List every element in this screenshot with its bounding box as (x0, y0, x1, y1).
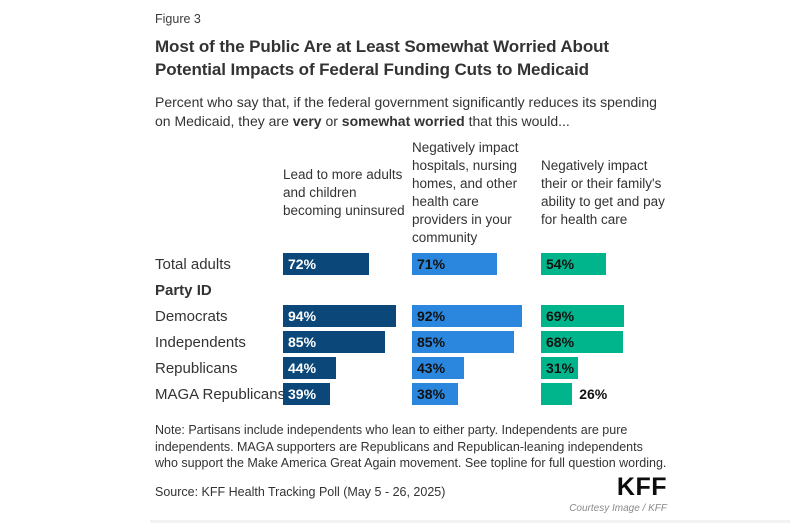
subtitle-text: that this would... (464, 113, 570, 129)
bar-cell: 38% (412, 383, 541, 405)
data-row: Democrats 94% 92% 69% (155, 303, 667, 329)
data-row: MAGA Republicans 39% 38% 26% (155, 381, 667, 407)
bar-cell: 39% (283, 383, 412, 405)
bar-value-label: 26% (579, 386, 608, 402)
bar-cell: 72% (283, 253, 412, 275)
bar-value-label: 43% (417, 360, 446, 376)
subtitle-emphasis: somewhat worried (341, 113, 465, 129)
chart-title: Most of the Public Are at Least Somewhat… (155, 37, 609, 79)
row-label: Republicans (155, 359, 238, 377)
bar: 38% (412, 383, 458, 405)
bar: 54% (541, 253, 606, 275)
bar-cell: 68% (541, 331, 670, 353)
bar-value-label: 44% (288, 360, 317, 376)
data-row: Independents 85% 85% 68% (155, 329, 667, 355)
bar-value-label: 71% (417, 256, 446, 272)
bar-value-label: 85% (417, 334, 446, 350)
bar-cell: 71% (412, 253, 541, 275)
bar: 92% (412, 305, 523, 327)
courtesy-credit: Courtesy Image / KFF (569, 502, 667, 514)
bar-cell: 31% (541, 357, 670, 379)
kff-logo: KFF (616, 472, 667, 501)
footnote: Note: Partisans include independents who… (155, 423, 667, 470)
bar-value-label: 85% (288, 334, 317, 350)
bar-value-label: 68% (546, 334, 575, 350)
bar: 69% (541, 305, 624, 327)
column-header-2: Negatively impact hospitals, nursing hom… (412, 140, 519, 245)
source-text: Source: KFF Health Tracking Poll (May 5 … (155, 484, 446, 499)
bar: 94% (283, 305, 396, 327)
column-header-3: Negatively impact their or their family'… (541, 158, 665, 227)
bar-cell: 44% (283, 357, 412, 379)
bar-value-label: 92% (417, 308, 446, 324)
figure-content: Figure 3 Most of the Public Are at Least… (155, 12, 667, 514)
bar: 85% (283, 331, 385, 353)
row-label: Total adults (155, 255, 231, 273)
source-row: Source: KFF Health Tracking Poll (May 5 … (155, 472, 667, 501)
bar-value-label: 69% (546, 308, 575, 324)
row-label: Democrats (155, 307, 228, 325)
bar-cell: 69% (541, 305, 670, 327)
bar: 85% (412, 331, 514, 353)
bar-cell: 92% (412, 305, 541, 327)
bar: 44% (283, 357, 336, 379)
bar-cell: 26% (541, 383, 670, 405)
bar: 31% (541, 357, 579, 379)
column-header-row: Lead to more adults and children becomin… (155, 139, 667, 247)
figure-number: Figure 3 (155, 12, 201, 26)
page-edge-strip (150, 520, 790, 523)
bar: 43% (412, 357, 464, 379)
bar-value-label: 39% (288, 386, 317, 402)
bar-value-label: 31% (546, 360, 575, 376)
bar-value-label: 94% (288, 308, 317, 324)
section-label: Party ID (155, 281, 212, 299)
bar: 39% (283, 383, 330, 405)
bar-cell: 54% (541, 253, 670, 275)
subtitle-emphasis: very (292, 113, 322, 129)
bar (541, 383, 573, 405)
section-row: Party ID (155, 277, 667, 303)
bar-cell: 85% (283, 331, 412, 353)
bar: 72% (283, 253, 370, 275)
data-row: Total adults 72% 71% 54% (155, 251, 667, 277)
bar-cell: 43% (412, 357, 541, 379)
subtitle-text: Percent who say that, if the federal gov… (155, 94, 657, 129)
data-row: Republicans 44% 43% 31% (155, 355, 667, 381)
chart-subtitle: Percent who say that, if the federal gov… (155, 93, 667, 131)
row-label: MAGA Republicans (155, 385, 286, 403)
row-label: Independents (155, 333, 246, 351)
bar-value-label: 72% (288, 256, 317, 272)
bar: 68% (541, 331, 623, 353)
bar-cell: 85% (412, 331, 541, 353)
bar-value-label: 54% (546, 256, 575, 272)
bar: 71% (412, 253, 498, 275)
bar-value-label: 38% (417, 386, 446, 402)
subtitle-text: or (321, 113, 342, 129)
chart-rows: Total adults 72% 71% 54% Party ID Democrats 94… (155, 251, 667, 407)
bar-cell: 94% (283, 305, 412, 327)
column-header-1: Lead to more adults and children becomin… (283, 167, 405, 218)
